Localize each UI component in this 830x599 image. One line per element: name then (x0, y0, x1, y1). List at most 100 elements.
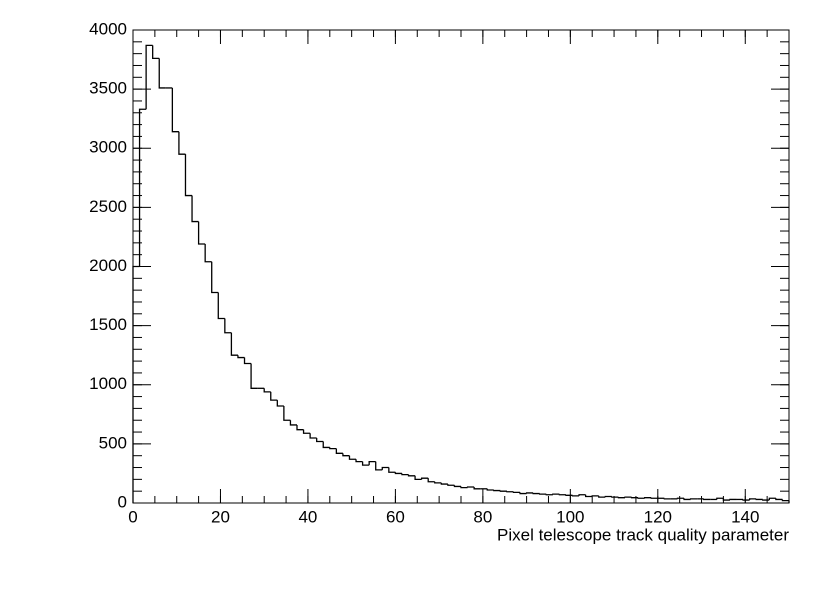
histogram-bin (243, 357, 252, 365)
histogram-bin (414, 475, 422, 480)
histogram-bin (584, 494, 593, 498)
histogram-bin (230, 332, 238, 356)
histogram-bin (558, 494, 566, 496)
histogram-bin (460, 486, 468, 489)
histogram-bin (152, 45, 160, 60)
histogram-bin (604, 495, 612, 498)
histogram-bin (138, 108, 147, 267)
histogram-bin (676, 497, 685, 499)
x-tick-label: 140 (731, 507, 759, 526)
histogram-bin (598, 495, 606, 498)
histogram-bin (683, 498, 691, 501)
histogram-bin (775, 498, 783, 501)
histogram-bin (171, 87, 179, 133)
y-tick-label: 500 (99, 433, 127, 452)
histogram-bin (329, 447, 337, 450)
histogram-bin (342, 453, 350, 457)
histogram-bin (361, 461, 370, 466)
histogram-bin (158, 58, 166, 89)
histogram-bin (578, 494, 586, 496)
histogram-bin (644, 497, 652, 499)
histogram-bin (316, 437, 324, 443)
histogram-bin (309, 433, 317, 439)
histogram-bin (663, 498, 671, 500)
histogram-bin (755, 498, 763, 501)
histogram-bin (132, 265, 140, 503)
histogram-bin (388, 467, 396, 473)
histogram-bin (191, 195, 199, 223)
x-axis-label: Pixel telescope track quality parameter (497, 525, 789, 544)
y-tick-label: 2500 (89, 197, 127, 216)
histogram-bin (394, 472, 402, 475)
histogram-bin (473, 487, 481, 490)
histogram-bin (427, 478, 435, 483)
histogram-bin (145, 44, 153, 110)
histogram-bin (486, 488, 494, 491)
histogram-bin (703, 498, 711, 501)
histogram-bin (617, 497, 625, 499)
x-tick-label: 0 (128, 507, 137, 526)
histogram-bin (466, 486, 475, 488)
histogram-bin (420, 477, 429, 480)
histogram-bin (401, 473, 409, 476)
histogram-bin (748, 498, 757, 501)
histogram-bin (525, 492, 534, 494)
histogram-bin (611, 496, 619, 498)
histogram-bin (407, 474, 416, 477)
histogram-bin (348, 455, 357, 460)
histogram-bin (781, 499, 789, 502)
histogram-bin (296, 424, 304, 431)
histogram-bin (539, 493, 547, 495)
histogram-bin (211, 261, 219, 294)
histogram-bin (440, 482, 448, 485)
x-tick-label: 80 (473, 507, 492, 526)
histogram-bin (591, 495, 599, 497)
histogram-bin (270, 391, 278, 401)
y-tick-label: 4000 (89, 19, 127, 38)
histogram-bin (650, 497, 658, 499)
histogram-bin (519, 492, 527, 495)
histogram-bin (184, 154, 193, 197)
x-tick-label: 40 (298, 507, 317, 526)
histogram-bin (276, 400, 284, 407)
histogram-bin (762, 499, 770, 501)
x-tick-label: 60 (386, 507, 405, 526)
histogram-bin (545, 494, 553, 496)
histogram-bin (289, 420, 297, 426)
histogram-bin (197, 221, 206, 245)
histogram-bin (729, 498, 737, 501)
histogram-bin (689, 498, 698, 500)
y-tick-label: 1500 (89, 315, 127, 334)
histogram-bin (217, 292, 225, 320)
y-tick-label: 3500 (89, 79, 127, 98)
histogram-bin (368, 460, 376, 466)
histogram-bin (434, 481, 442, 484)
histogram-bin (355, 459, 363, 463)
histogram-bin (447, 484, 455, 486)
histogram-bin (768, 497, 776, 501)
histogram-bin (178, 131, 186, 155)
y-tick-label: 2000 (89, 256, 127, 275)
histogram-bin (263, 388, 271, 393)
histogram-bin (512, 491, 521, 494)
histogram-bin (742, 499, 750, 501)
histogram-bin (283, 406, 291, 421)
histogram-bin (302, 429, 311, 434)
histogram-bin (506, 491, 514, 493)
histogram-bin (716, 497, 724, 500)
histogram-bin (493, 489, 501, 492)
histogram-bin (532, 492, 540, 495)
histogram-bin (571, 495, 580, 497)
histogram-bin (722, 498, 730, 501)
plot-frame (132, 29, 790, 504)
histogram-bin (453, 485, 461, 488)
histogram-bin (250, 363, 258, 389)
histogram-bin (630, 497, 639, 499)
histogram-bin (499, 490, 507, 492)
histogram-bin (552, 493, 560, 495)
histogram-bin (624, 496, 632, 498)
histogram-bin (375, 461, 383, 471)
x-tick-label: 100 (556, 507, 584, 526)
